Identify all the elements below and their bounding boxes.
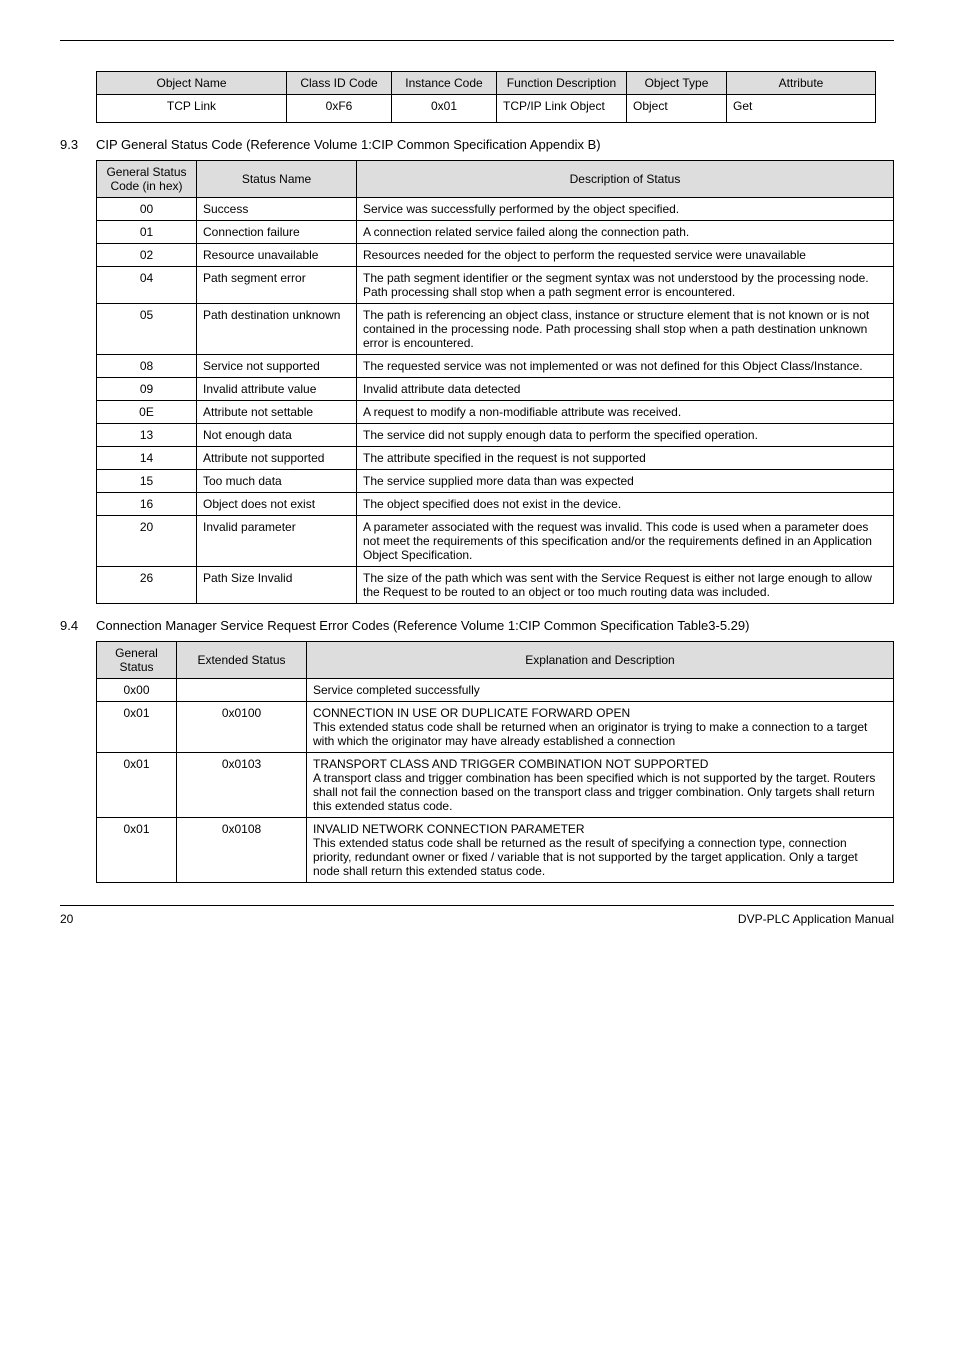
t2-h1: Status Name [197,160,357,197]
table-cell: 0x01 [97,817,177,882]
table-cell: A request to modify a non-modifiable att… [357,400,894,423]
table-cell: Service was successfully performed by th… [357,197,894,220]
t3-h1: Extended Status [177,641,307,678]
table-cell: Too much data [197,469,357,492]
table-cell: 08 [97,354,197,377]
table-cell: Invalid attribute value [197,377,357,400]
table-cell: Path segment error [197,266,357,303]
table-cell: 09 [97,377,197,400]
t2-h0: General Status Code (in hex) [97,160,197,197]
t1-h4: Object Type [627,72,727,95]
table-cell: 01 [97,220,197,243]
table-cell: Connection failure [197,220,357,243]
table-cell: 13 [97,423,197,446]
table-cell: The attribute specified in the request i… [357,446,894,469]
table-cell: TRANSPORT CLASS AND TRIGGER COMBINATION … [307,752,894,817]
table-cell: 00 [97,197,197,220]
object-table: Object Name Class ID Code Instance Code … [96,71,876,123]
table-cell: 15 [97,469,197,492]
table-cell: A connection related service failed alon… [357,220,894,243]
t2-h2: Description of Status [357,160,894,197]
top-rule [60,40,894,41]
table-cell: Invalid attribute data detected [357,377,894,400]
table-cell: CONNECTION IN USE OR DUPLICATE FORWARD O… [307,701,894,752]
section-9-3-title: CIP General Status Code (Reference Volum… [96,137,601,154]
table-cell: 26 [97,566,197,603]
table-cell: Resources needed for the object to perfo… [357,243,894,266]
t1-h1: Class ID Code [287,72,392,95]
table-cell: The service did not supply enough data t… [357,423,894,446]
table-cell: Path Size Invalid [197,566,357,603]
table-cell: The requested service was not implemente… [357,354,894,377]
table-cell: Object does not exist [197,492,357,515]
table-cell: A parameter associated with the request … [357,515,894,566]
table-cell: 0x00 [97,678,177,701]
footer-page-number: 20 [60,912,73,926]
table-cell: INVALID NETWORK CONNECTION PARAMETERThis… [307,817,894,882]
table-cell: 0x01 [97,701,177,752]
t1-h3: Function Description [497,72,627,95]
t1-c0: TCP Link [97,95,287,123]
table-cell: The service supplied more data than was … [357,469,894,492]
status-code-table: General Status Code (in hex) Status Name… [96,160,894,604]
table-cell: 0x0103 [177,752,307,817]
t3-h0: General Status [97,641,177,678]
table-cell: Attribute not settable [197,400,357,423]
table-cell: 0x01 [97,752,177,817]
t1-h5: Attribute [727,72,876,95]
section-9-4: 9.4 Connection Manager Service Request E… [60,618,894,635]
page-footer: 20 DVP-PLC Application Manual [60,905,894,926]
error-code-table: General Status Extended Status Explanati… [96,641,894,883]
t1-c3: TCP/IP Link Object [497,95,627,123]
footer-manual-title: DVP-PLC Application Manual [738,912,894,926]
section-9-3: 9.3 CIP General Status Code (Reference V… [60,137,894,154]
table-cell: 0x0108 [177,817,307,882]
t3-h2: Explanation and Description [307,641,894,678]
table-cell: The object specified does not exist in t… [357,492,894,515]
table-cell [177,678,307,701]
t1-c5: Get [727,95,876,123]
t1-c4: Object [627,95,727,123]
table-cell: Service completed successfully [307,678,894,701]
section-9-4-num: 9.4 [60,618,96,633]
table-cell: 20 [97,515,197,566]
table-cell: 05 [97,303,197,354]
table-cell: Service not supported [197,354,357,377]
table-cell: 16 [97,492,197,515]
table-cell: Path destination unknown [197,303,357,354]
table-cell: 02 [97,243,197,266]
table-cell: Invalid parameter [197,515,357,566]
t1-c2: 0x01 [392,95,497,123]
table-cell: 04 [97,266,197,303]
section-9-4-title: Connection Manager Service Request Error… [96,618,749,635]
t1-c1: 0xF6 [287,95,392,123]
table-cell: Success [197,197,357,220]
t1-h0: Object Name [97,72,287,95]
table-cell: 0x0100 [177,701,307,752]
table-cell: Not enough data [197,423,357,446]
table-cell: Attribute not supported [197,446,357,469]
t1-h2: Instance Code [392,72,497,95]
table-cell: 14 [97,446,197,469]
table-cell: The path is referencing an object class,… [357,303,894,354]
table-cell: 0E [97,400,197,423]
table-cell: The size of the path which was sent with… [357,566,894,603]
table-cell: Resource unavailable [197,243,357,266]
section-9-3-num: 9.3 [60,137,96,152]
table-cell: The path segment identifier or the segme… [357,266,894,303]
